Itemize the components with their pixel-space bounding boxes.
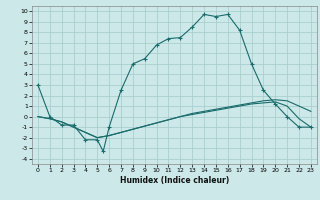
X-axis label: Humidex (Indice chaleur): Humidex (Indice chaleur)	[120, 176, 229, 185]
